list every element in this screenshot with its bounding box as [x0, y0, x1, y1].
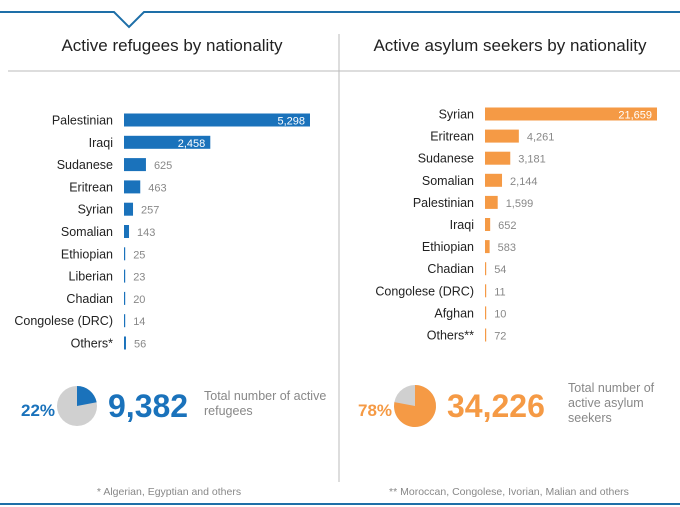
refugees-total-caption-1: Total number of active: [204, 389, 326, 403]
bar: [485, 328, 487, 342]
bar: [485, 284, 487, 298]
refugees-percent: 22%: [21, 401, 55, 420]
value-label: 11: [494, 286, 505, 298]
bar: [485, 129, 519, 143]
category-label: Others**: [427, 329, 474, 343]
category-label: Eritrean: [430, 130, 474, 144]
value-label: 54: [494, 264, 506, 276]
category-label: Somalian: [61, 225, 113, 239]
bar: [124, 225, 130, 238]
category-label: Palestinian: [52, 114, 113, 128]
value-label: 10: [494, 308, 506, 320]
value-label: 20: [133, 294, 145, 306]
value-label: 3,181: [518, 154, 546, 166]
value-label: 23: [133, 272, 145, 284]
bar: [485, 240, 490, 254]
value-label: 257: [141, 205, 159, 217]
category-label: Syrian: [439, 108, 474, 122]
category-label: Afghan: [434, 306, 474, 320]
refugees-total-caption-2: refugees: [204, 404, 253, 418]
category-label: Palestinian: [413, 196, 474, 210]
value-label: 652: [498, 220, 516, 232]
asylum-chart-title: Active asylum seekers by nationality: [373, 36, 647, 55]
category-label: Congolese (DRC): [14, 314, 113, 328]
bar: [485, 173, 503, 187]
pie-share-slice: [77, 386, 97, 406]
value-label: 21,659: [618, 110, 652, 122]
value-label: 72: [494, 331, 506, 343]
bar: [485, 218, 491, 231]
category-label: Iraqi: [450, 218, 474, 232]
bar: [124, 180, 141, 194]
category-label: Syrian: [78, 203, 113, 217]
bar: [485, 107, 657, 121]
value-label: 625: [154, 160, 172, 172]
asylum-bar-chart: Syrian 21,659 Eritrean 4,261 Sudanese 3,181 So…: [375, 107, 657, 343]
bar: [124, 135, 211, 149]
category-label: Iraqi: [89, 136, 113, 150]
bar: [485, 306, 487, 320]
bar: [124, 291, 126, 305]
refugees-total: 9,382: [108, 388, 188, 424]
category-label: Ethiopian: [61, 247, 113, 261]
category-label: Chadian: [427, 262, 474, 276]
bar: [124, 336, 126, 350]
value-label: 5,298: [277, 116, 305, 128]
bar: [124, 314, 126, 328]
refugees-share-pie: [57, 386, 97, 426]
value-label: 463: [148, 182, 166, 194]
category-label: Congolese (DRC): [375, 284, 474, 298]
asylum-footnote: ** Moroccan, Congolese, Ivorian, Malian …: [389, 486, 629, 498]
bar: [124, 202, 134, 216]
bar: [485, 195, 498, 209]
category-label: Eritrean: [69, 180, 113, 194]
category-label: Others*: [71, 337, 114, 351]
asylum-percent: 78%: [358, 401, 392, 420]
category-label: Chadian: [66, 292, 113, 306]
bar: [124, 269, 126, 283]
category-label: Sudanese: [57, 158, 113, 172]
category-label: Liberian: [69, 270, 114, 284]
refugees-footnote: * Algerian, Egyptian and others: [97, 486, 241, 498]
asylum-total-caption-1: Total number of: [568, 381, 655, 395]
value-label: 4,261: [527, 132, 555, 144]
value-label: 2,144: [510, 176, 538, 188]
value-label: 56: [134, 339, 146, 351]
value-label: 25: [133, 249, 145, 261]
pie-share-slice: [394, 385, 437, 428]
refugees-bar-chart: Palestinian 5,298 Iraqi 2,458 Sudanese 625 Eri…: [14, 113, 310, 351]
refugees-chart-title: Active refugees by nationality: [61, 36, 283, 55]
bar: [124, 158, 146, 172]
asylum-share-pie: [394, 385, 437, 428]
bar: [485, 262, 487, 276]
asylum-total: 34,226: [447, 388, 545, 424]
value-label: 1,599: [506, 198, 534, 210]
category-label: Sudanese: [418, 152, 474, 166]
asylum-total-caption-3: seekers: [568, 411, 612, 425]
bar: [485, 151, 511, 165]
value-label: 2,458: [178, 138, 206, 150]
bar: [124, 247, 126, 261]
asylum-total-caption-2: active asylum: [568, 396, 644, 410]
value-label: 14: [133, 316, 145, 328]
value-label: 143: [137, 227, 155, 239]
top-accent-line: [0, 11, 680, 29]
value-label: 583: [498, 242, 516, 254]
category-label: Somalian: [422, 174, 474, 188]
bar: [124, 113, 310, 127]
category-label: Ethiopian: [422, 240, 474, 254]
